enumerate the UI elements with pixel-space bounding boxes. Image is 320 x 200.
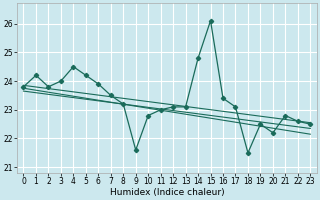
X-axis label: Humidex (Indice chaleur): Humidex (Indice chaleur): [109, 188, 224, 197]
